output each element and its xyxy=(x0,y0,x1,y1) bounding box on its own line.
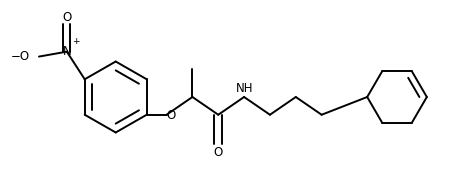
Text: O: O xyxy=(213,146,223,159)
Text: O: O xyxy=(62,11,71,24)
Text: N: N xyxy=(63,45,72,58)
Text: NH: NH xyxy=(236,82,254,95)
Text: −O: −O xyxy=(11,50,30,63)
Text: O: O xyxy=(166,109,175,122)
Text: +: + xyxy=(72,37,80,46)
